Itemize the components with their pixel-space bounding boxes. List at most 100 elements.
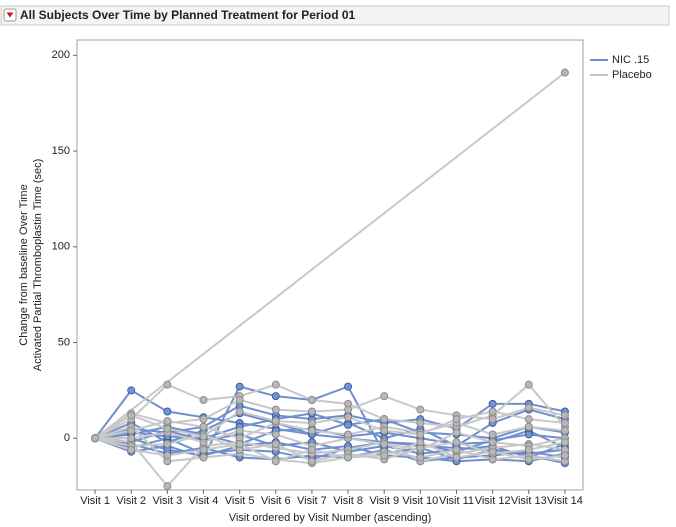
y-tick-label: 200 <box>52 49 70 61</box>
point <box>271 417 280 426</box>
legend-label: Placebo <box>612 69 652 81</box>
point <box>235 407 244 416</box>
point <box>524 430 533 439</box>
y-tick-label: 0 <box>64 432 70 444</box>
subject-line <box>94 425 566 465</box>
point <box>307 426 316 435</box>
point <box>560 451 569 460</box>
x-axis-label: Visit ordered by Visit Number (ascending… <box>229 512 432 524</box>
x-tick-label: Visit 3 <box>152 495 182 507</box>
point <box>199 453 208 462</box>
point <box>560 438 569 447</box>
point <box>199 445 208 454</box>
point <box>416 405 425 414</box>
point <box>127 426 136 435</box>
point <box>307 407 316 416</box>
point <box>127 445 136 454</box>
point <box>560 68 569 77</box>
point <box>163 417 172 426</box>
point <box>127 434 136 443</box>
point <box>199 415 208 424</box>
subject-line <box>95 429 566 451</box>
point <box>452 428 461 437</box>
point <box>452 415 461 424</box>
point <box>416 453 425 462</box>
point <box>307 418 316 427</box>
point <box>380 426 389 435</box>
x-tick-label: Visit 2 <box>116 495 146 507</box>
point <box>344 453 353 462</box>
disclosure-icon <box>6 12 14 18</box>
point <box>163 407 172 416</box>
point <box>271 457 280 466</box>
point <box>524 422 533 431</box>
point <box>163 440 172 449</box>
point <box>488 407 497 416</box>
subject-line <box>94 408 566 448</box>
point <box>452 445 461 454</box>
point <box>271 380 280 389</box>
point <box>524 415 533 424</box>
point <box>488 399 497 408</box>
x-tick-label: Visit 14 <box>547 495 583 507</box>
point <box>163 424 172 433</box>
point <box>271 405 280 414</box>
point <box>560 418 569 427</box>
y-tick-label: 150 <box>52 145 70 157</box>
point <box>524 455 533 464</box>
x-tick-label: Visit 6 <box>261 495 291 507</box>
chart-title: All Subjects Over Time by Planned Treatm… <box>20 8 356 22</box>
point <box>452 453 461 462</box>
point <box>416 430 425 439</box>
point <box>235 426 244 435</box>
x-tick-label: Visit 8 <box>333 495 363 507</box>
point <box>524 380 533 389</box>
point <box>235 382 244 391</box>
point <box>344 430 353 439</box>
point <box>488 430 497 439</box>
subject-line <box>94 437 566 488</box>
point <box>416 418 425 427</box>
point <box>560 426 569 435</box>
point <box>127 411 136 420</box>
point <box>235 440 244 449</box>
point <box>560 411 569 420</box>
point <box>344 382 353 391</box>
legend-label: NIC .15 <box>612 54 649 66</box>
point <box>163 482 172 491</box>
point <box>163 451 172 460</box>
plot-frame <box>76 39 584 491</box>
x-tick-label: Visit 5 <box>225 495 255 507</box>
point <box>524 445 533 454</box>
subject-line <box>94 410 566 440</box>
subject-line <box>94 71 566 440</box>
point <box>344 405 353 414</box>
point <box>199 396 208 404</box>
point <box>91 434 100 443</box>
point <box>127 386 136 395</box>
y-tick-label: 100 <box>52 241 70 253</box>
y-axis-label: Change from baseline Over Time <box>18 184 30 345</box>
x-tick-label: Visit 1 <box>80 495 110 507</box>
point <box>380 415 389 424</box>
point <box>380 392 389 401</box>
point <box>488 438 497 447</box>
x-tick-label: Visit 11 <box>439 495 474 507</box>
point <box>488 415 497 424</box>
point <box>199 432 208 441</box>
x-tick-label: Visit 4 <box>189 495 219 507</box>
subject-line <box>94 437 566 463</box>
panel-header <box>0 5 670 26</box>
point <box>488 447 497 456</box>
point <box>271 430 280 439</box>
point <box>307 396 316 404</box>
y-axis-label: Activated Partial Thromboplastin Time (s… <box>32 159 44 372</box>
point <box>235 396 244 404</box>
point <box>163 380 172 389</box>
point <box>452 438 461 447</box>
point <box>344 413 353 422</box>
point <box>271 392 280 401</box>
x-tick-label: Visit 12 <box>475 495 511 507</box>
subject-line <box>94 420 566 440</box>
